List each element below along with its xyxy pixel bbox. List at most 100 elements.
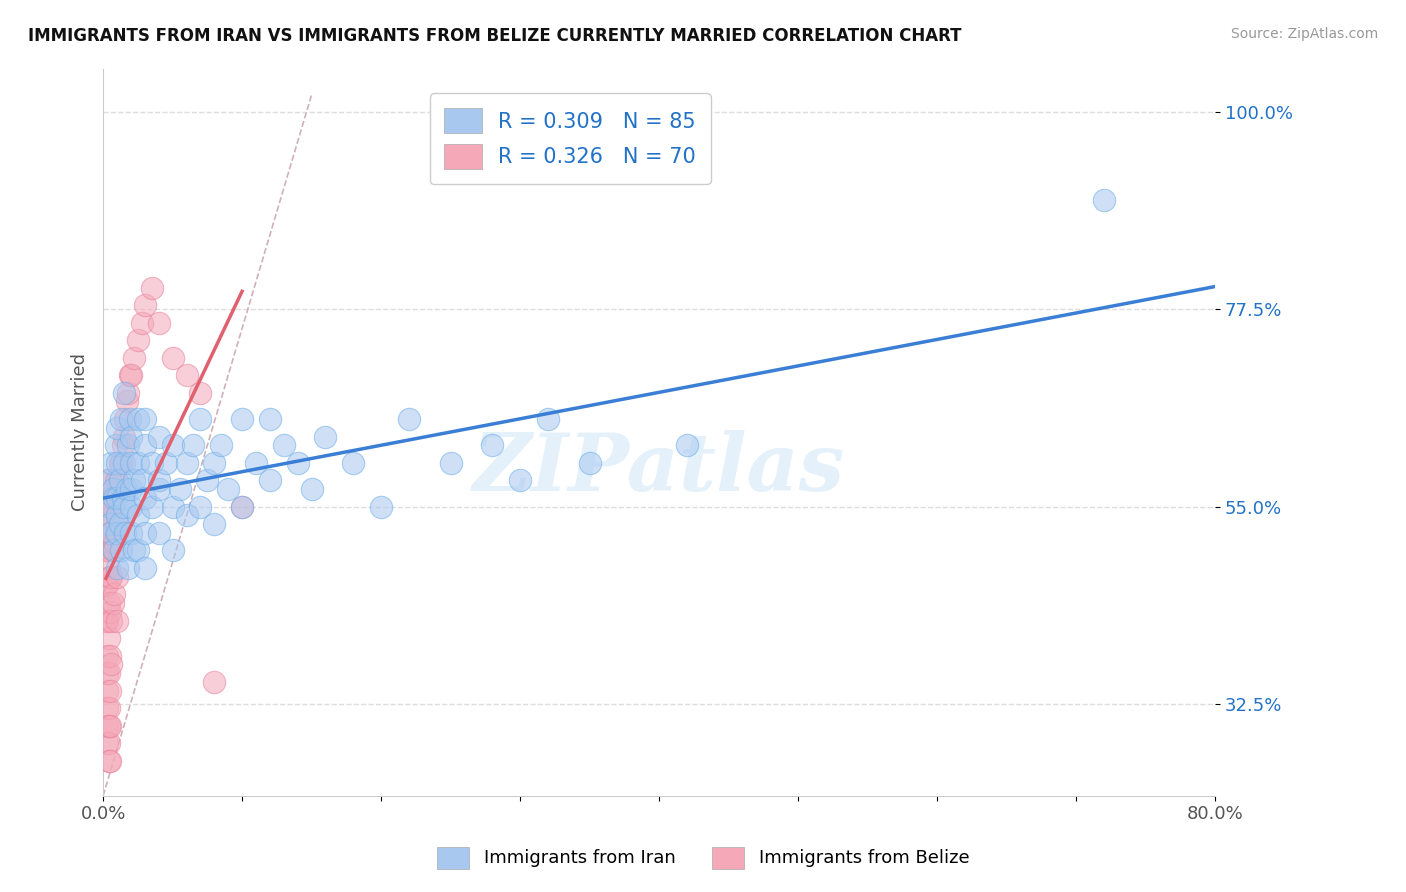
Point [103, 534, 125, 549]
Point [94, 614, 117, 628]
Point [111, 491, 134, 505]
Point [127, 508, 149, 523]
Point [127, 412, 149, 426]
Point [103, 543, 125, 558]
Point [202, 674, 225, 689]
Point [162, 351, 184, 365]
Point [162, 543, 184, 558]
Point [217, 482, 239, 496]
Point [96, 719, 118, 733]
Point [96, 543, 118, 558]
Point [98, 648, 121, 663]
Point [101, 482, 124, 496]
Point [94, 508, 117, 523]
Point [101, 500, 124, 514]
Point [122, 351, 145, 365]
Point [148, 525, 170, 540]
Point [134, 438, 156, 452]
Point [370, 500, 392, 514]
Point [176, 368, 198, 383]
Point [112, 429, 135, 443]
Point [134, 561, 156, 575]
Point [675, 438, 697, 452]
Point [148, 473, 170, 487]
Point [112, 385, 135, 400]
Point [110, 412, 132, 426]
Point [183, 438, 205, 452]
Point [97, 719, 120, 733]
Point [110, 456, 132, 470]
Point [97, 525, 120, 540]
Point [98, 517, 121, 532]
Point [105, 561, 128, 575]
Legend: Immigrants from Iran, Immigrants from Belize: Immigrants from Iran, Immigrants from Be… [422, 832, 984, 883]
Point [1092, 193, 1115, 207]
Point [105, 525, 128, 540]
Point [169, 482, 191, 496]
Point [202, 456, 225, 470]
Point [117, 385, 139, 400]
Point [148, 482, 170, 496]
Point [120, 429, 142, 443]
Point [105, 614, 128, 628]
Point [162, 438, 184, 452]
Point [209, 438, 232, 452]
Text: IMMIGRANTS FROM IRAN VS IMMIGRANTS FROM BELIZE CURRENTLY MARRIED CORRELATION CHA: IMMIGRANTS FROM IRAN VS IMMIGRANTS FROM … [28, 27, 962, 45]
Point [314, 429, 336, 443]
Legend: R = 0.309   N = 85, R = 0.326   N = 70: R = 0.309 N = 85, R = 0.326 N = 70 [429, 94, 710, 184]
Point [127, 333, 149, 347]
Point [117, 561, 139, 575]
Point [245, 456, 267, 470]
Point [120, 525, 142, 540]
Point [104, 473, 127, 487]
Point [96, 701, 118, 715]
Point [114, 525, 136, 540]
Point [98, 719, 121, 733]
Text: Source: ZipAtlas.com: Source: ZipAtlas.com [1230, 27, 1378, 41]
Point [104, 525, 127, 540]
Point [118, 412, 141, 426]
Point [115, 394, 138, 409]
Point [120, 482, 142, 496]
Point [115, 482, 138, 496]
Point [108, 456, 131, 470]
Point [103, 491, 125, 505]
Point [162, 500, 184, 514]
Point [97, 631, 120, 645]
Text: ZIPatlas: ZIPatlas [472, 430, 845, 508]
Point [108, 473, 131, 487]
Point [98, 570, 121, 584]
Point [190, 500, 212, 514]
Point [127, 543, 149, 558]
Point [111, 438, 134, 452]
Point [96, 666, 118, 681]
Point [301, 482, 323, 496]
Point [105, 508, 128, 523]
Point [112, 456, 135, 470]
Point [96, 473, 118, 487]
Point [190, 412, 212, 426]
Point [100, 657, 122, 672]
Point [127, 456, 149, 470]
Point [134, 525, 156, 540]
Point [176, 508, 198, 523]
Point [100, 614, 122, 628]
Point [195, 473, 218, 487]
Point [122, 473, 145, 487]
Point [97, 596, 120, 610]
Point [273, 438, 295, 452]
Point [141, 280, 163, 294]
Point [141, 456, 163, 470]
Point [231, 500, 253, 514]
Point [96, 648, 118, 663]
Point [108, 517, 131, 532]
Point [94, 543, 117, 558]
Point [131, 473, 153, 487]
Point [120, 456, 142, 470]
Point [97, 701, 120, 715]
Point [98, 473, 121, 487]
Point [98, 754, 121, 768]
Point [100, 525, 122, 540]
Point [112, 500, 135, 514]
Point [104, 438, 127, 452]
